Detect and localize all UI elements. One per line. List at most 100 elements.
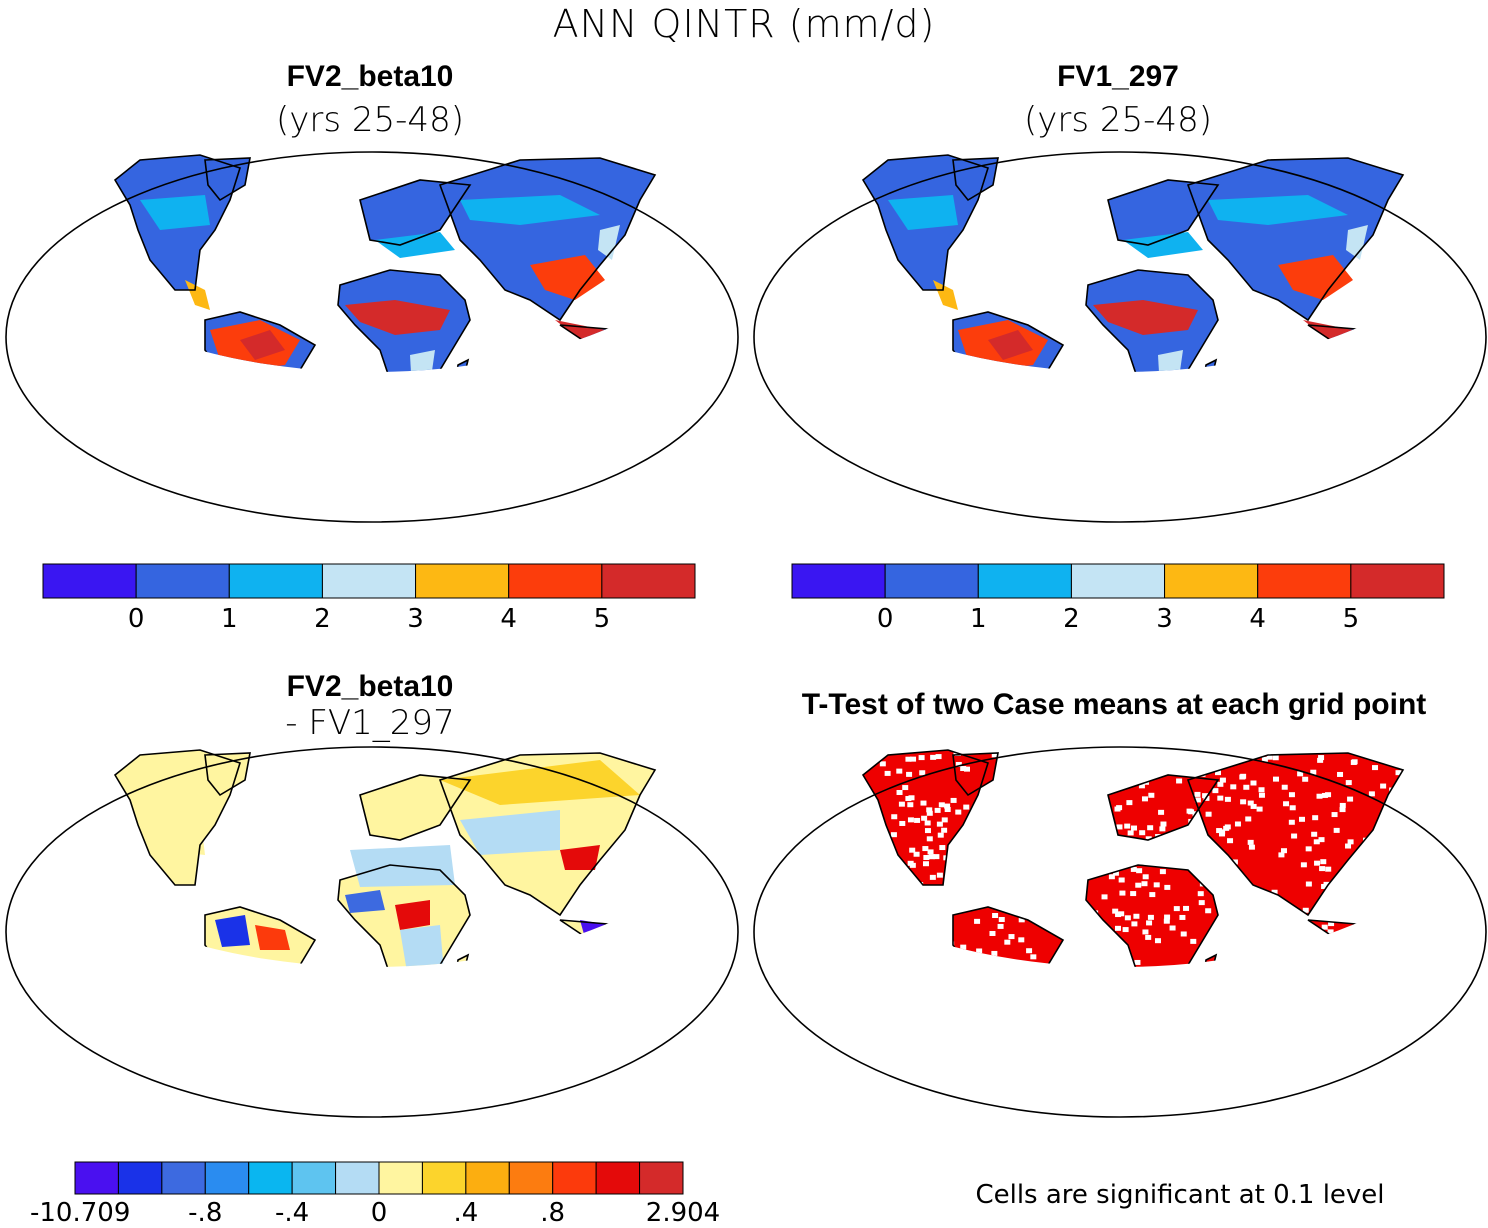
nonsignificant-cell (1334, 828, 1340, 833)
nonsignificant-cell (1325, 792, 1331, 797)
nonsignificant-cell (937, 873, 943, 878)
nonsignificant-cell (964, 767, 970, 772)
nonsignificant-cell (907, 802, 913, 807)
nonsignificant-cell (1290, 805, 1296, 810)
nonsignificant-cell (1194, 955, 1200, 960)
nonsignificant-cell (923, 855, 929, 860)
nonsignificant-cell (972, 856, 978, 861)
colorbar-diff (75, 1162, 683, 1194)
colorbar-swatch (596, 1162, 639, 1194)
colorbar-tick-label: 3 (371, 604, 461, 634)
nonsignificant-cell (911, 893, 917, 898)
nonsignificant-cell (1170, 925, 1176, 930)
nonsignificant-cell (1116, 824, 1122, 829)
nonsignificant-cell (1119, 779, 1125, 784)
nonsignificant-cell (1289, 820, 1295, 825)
nonsignificant-cell (896, 769, 902, 774)
map-case1 (0, 150, 744, 525)
nonsignificant-cell (1107, 771, 1113, 776)
nonsignificant-cell (998, 924, 1004, 929)
colorbar-swatch (422, 1162, 465, 1194)
nonsignificant-cell (994, 829, 1000, 834)
nonsignificant-cell (1067, 830, 1073, 835)
nonsignificant-cell (951, 798, 957, 803)
nonsignificant-cell (1139, 830, 1145, 835)
colorbar-tick-label: 5 (557, 604, 647, 634)
nonsignificant-cell (1171, 767, 1177, 772)
nonsignificant-cell (1048, 823, 1054, 828)
colorbar-swatch (466, 1162, 509, 1194)
nonsignificant-cell (918, 895, 924, 900)
nonsignificant-cell (1101, 850, 1107, 855)
nonsignificant-cell (914, 818, 920, 823)
panel-title-case2: FV1_297 (843, 60, 1393, 94)
colorbar-swatch (379, 1162, 422, 1194)
nonsignificant-cell (1364, 886, 1370, 891)
nonsignificant-cell (1190, 939, 1196, 944)
nonsignificant-cell (1041, 757, 1047, 762)
nonsignificant-cell (1010, 756, 1016, 761)
nonsignificant-cell (1351, 760, 1357, 765)
nonsignificant-cell (1118, 911, 1124, 916)
nonsignificant-cell (858, 906, 864, 911)
nonsignificant-cell (923, 861, 929, 866)
nonsignificant-cell (1092, 922, 1098, 927)
nonsignificant-cell (910, 757, 916, 762)
nonsignificant-cell (1409, 751, 1415, 756)
nonsignificant-cell (936, 754, 942, 759)
nonsignificant-cell (1422, 841, 1428, 846)
nonsignificant-cell (1008, 934, 1014, 939)
nonsignificant-cell (1225, 797, 1231, 802)
nonsignificant-cell (1134, 960, 1140, 965)
nonsignificant-cell (1060, 756, 1066, 761)
nonsignificant-cell (1250, 924, 1256, 929)
colorbar-tick-label: 4 (1213, 604, 1303, 634)
nonsignificant-cell (1033, 874, 1039, 879)
nonsignificant-cell (930, 755, 936, 760)
colorbar-swatch (1071, 564, 1164, 598)
nonsignificant-cell (1180, 758, 1186, 763)
nonsignificant-cell (1083, 830, 1089, 835)
nonsignificant-cell (1028, 790, 1034, 795)
nonsignificant-cell (1422, 777, 1428, 782)
nonsignificant-cell (1102, 894, 1108, 899)
nonsignificant-cell (989, 886, 995, 891)
nonsignificant-cell (943, 936, 949, 941)
nonsignificant-cell (1173, 758, 1179, 763)
colorbar-swatch (75, 1162, 118, 1194)
nonsignificant-cell (1181, 931, 1187, 936)
nonsignificant-cell (1426, 752, 1432, 757)
nonsignificant-cell (1030, 954, 1036, 959)
colorbar-case1 (43, 564, 695, 598)
nonsignificant-cell (925, 820, 931, 825)
nonsignificant-cell (925, 891, 931, 896)
nonsignificant-cell (1164, 915, 1170, 920)
nonsignificant-cell (1423, 807, 1429, 812)
nonsignificant-cell (1012, 768, 1018, 773)
nonsignificant-cell (1160, 869, 1166, 874)
nonsignificant-cell (1064, 917, 1070, 922)
nonsignificant-cell (1336, 885, 1342, 890)
nonsignificant-cell (1160, 822, 1166, 827)
nonsignificant-cell (1372, 883, 1378, 888)
nonsignificant-cell (1004, 940, 1010, 945)
colorbar-swatch (509, 1162, 552, 1194)
nonsignificant-cell (1010, 837, 1016, 842)
colorbar-tick-label: 1 (933, 604, 1023, 634)
nonsignificant-cell (862, 812, 868, 817)
nonsignificant-cell (1063, 954, 1069, 959)
figure-title: ANN QINTR (mm/d) (0, 2, 1488, 46)
colorbar-swatch (885, 564, 978, 598)
nonsignificant-cell (930, 875, 936, 880)
nonsignificant-cell (921, 816, 927, 821)
nonsignificant-cell (914, 852, 920, 857)
nonsignificant-cell (1097, 822, 1103, 827)
panel-subtitle-diff: - FV1_297 (95, 703, 645, 743)
nonsignificant-cell (1273, 755, 1279, 760)
colorbar-swatch (1258, 564, 1351, 598)
colorbar-swatch (602, 564, 695, 598)
nonsignificant-cell (1112, 909, 1118, 914)
nonsignificant-cell (899, 802, 905, 807)
nonsignificant-cell (1194, 859, 1200, 864)
nonsignificant-cell (1346, 780, 1352, 785)
